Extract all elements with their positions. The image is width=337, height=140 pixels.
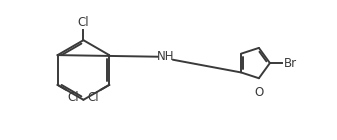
Text: NH: NH	[156, 50, 174, 63]
Text: Cl: Cl	[78, 16, 89, 29]
Text: Cl: Cl	[88, 91, 99, 104]
Text: Br: Br	[284, 57, 297, 70]
Text: Cl: Cl	[67, 91, 79, 104]
Text: O: O	[254, 86, 264, 99]
